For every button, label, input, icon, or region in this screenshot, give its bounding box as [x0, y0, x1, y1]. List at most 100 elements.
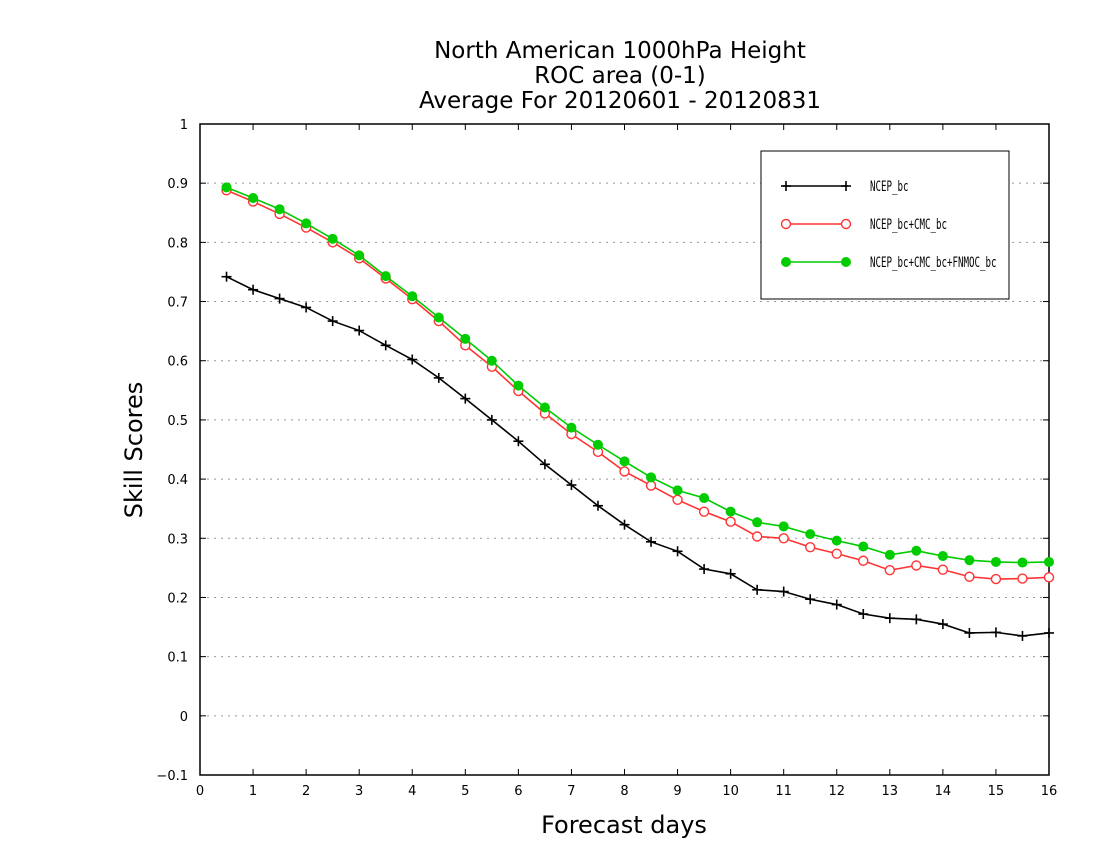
y-tick-label: 0.9 [167, 177, 188, 192]
legend-item: NCEP_bc [781, 179, 909, 195]
data-point [1043, 572, 1055, 583]
data-point [407, 291, 418, 302]
y-axis-title: Skill Scores [120, 382, 148, 519]
data-point [831, 599, 842, 610]
x-tick-label: 0 [196, 784, 204, 799]
data-point [699, 493, 710, 504]
x-tick-label: 1 [249, 784, 257, 799]
legend-item: NCEP_bc+CMC_bc [780, 217, 947, 233]
data-point [592, 439, 603, 450]
x-tick-label: 7 [567, 784, 575, 799]
data-point [301, 302, 312, 313]
data-point [619, 456, 630, 467]
x-tick-label: 15 [988, 784, 1005, 799]
y-tick-label: −0.1 [156, 769, 188, 784]
x-tick-label: 5 [461, 784, 469, 799]
data-point [725, 568, 736, 579]
data-point [778, 586, 789, 597]
data-point [539, 402, 550, 413]
data-point [831, 548, 842, 559]
data-point [751, 531, 763, 542]
data-point [486, 355, 497, 366]
data-point [805, 541, 816, 553]
title-line-3: Average For 20120601 - 20120831 [419, 88, 821, 114]
y-tick-label: 0.7 [167, 296, 188, 311]
x-tick-label: 9 [673, 784, 681, 799]
x-axis: 0 1 2 3 4 5 6 7 8 9 10 11 12 13 14 15 16 [196, 124, 1057, 799]
legend-label: NCEP_bc+CMC_bc+FNMOC_bc [870, 255, 997, 271]
legend-label: NCEP_bc [870, 179, 909, 195]
data-point [646, 536, 657, 547]
data-point [513, 380, 524, 391]
series-container [221, 182, 1055, 641]
data-point [592, 500, 603, 511]
data-point [805, 594, 816, 605]
data-point [1017, 630, 1028, 641]
data-point [619, 519, 630, 530]
y-tick-label: 0.2 [167, 591, 188, 606]
data-point [781, 257, 791, 267]
data-point [698, 506, 710, 517]
data-point [752, 584, 763, 595]
x-tick-label: 16 [1041, 784, 1058, 799]
title-line-1: North American 1000hPa Height [434, 38, 806, 64]
data-point [539, 459, 550, 470]
data-point [619, 466, 630, 477]
y-tick-label: 0.4 [167, 473, 188, 488]
data-point [699, 564, 710, 575]
series-2 [221, 185, 1055, 585]
x-tick-label: 13 [882, 784, 899, 799]
x-tick-label: 4 [408, 784, 416, 799]
data-point [1044, 627, 1054, 638]
data-point [937, 551, 948, 562]
data-point [805, 529, 816, 540]
data-point [460, 333, 471, 344]
data-point [937, 564, 949, 575]
data-point [884, 549, 895, 560]
data-point [725, 516, 736, 527]
data-point [486, 414, 497, 425]
series-3 [221, 182, 1054, 568]
data-point [840, 218, 852, 230]
data-point [380, 340, 391, 351]
data-point [990, 556, 1001, 567]
data-point [964, 571, 975, 582]
data-point [990, 573, 1002, 585]
data-point [841, 181, 851, 191]
data-point [354, 325, 365, 336]
data-point [1017, 573, 1028, 584]
data-point [780, 218, 792, 230]
data-point [858, 609, 869, 620]
data-point [778, 533, 789, 544]
data-point [672, 546, 683, 557]
data-point [672, 494, 683, 506]
y-tick-label: 0.5 [167, 414, 188, 429]
data-point [990, 627, 1001, 638]
data-point [433, 312, 444, 323]
data-point [327, 233, 338, 244]
data-point [354, 250, 365, 261]
data-point [274, 293, 285, 304]
data-point [884, 565, 896, 576]
data-point [858, 541, 869, 552]
data-point [248, 284, 259, 295]
data-point [513, 436, 524, 447]
data-point [911, 545, 922, 556]
data-point [884, 613, 895, 624]
data-point [221, 182, 232, 193]
y-tick-label: 0.8 [167, 236, 188, 251]
data-point [274, 204, 285, 215]
data-point [725, 506, 736, 517]
y-tick-label: 0.1 [167, 651, 188, 666]
y-tick-label: 1 [180, 118, 188, 133]
data-point [752, 517, 763, 528]
data-point [911, 560, 922, 571]
data-point [858, 555, 869, 566]
data-point [248, 192, 259, 203]
data-point [672, 485, 683, 496]
x-tick-label: 2 [302, 784, 310, 799]
data-point [964, 555, 975, 566]
data-point [964, 627, 975, 638]
